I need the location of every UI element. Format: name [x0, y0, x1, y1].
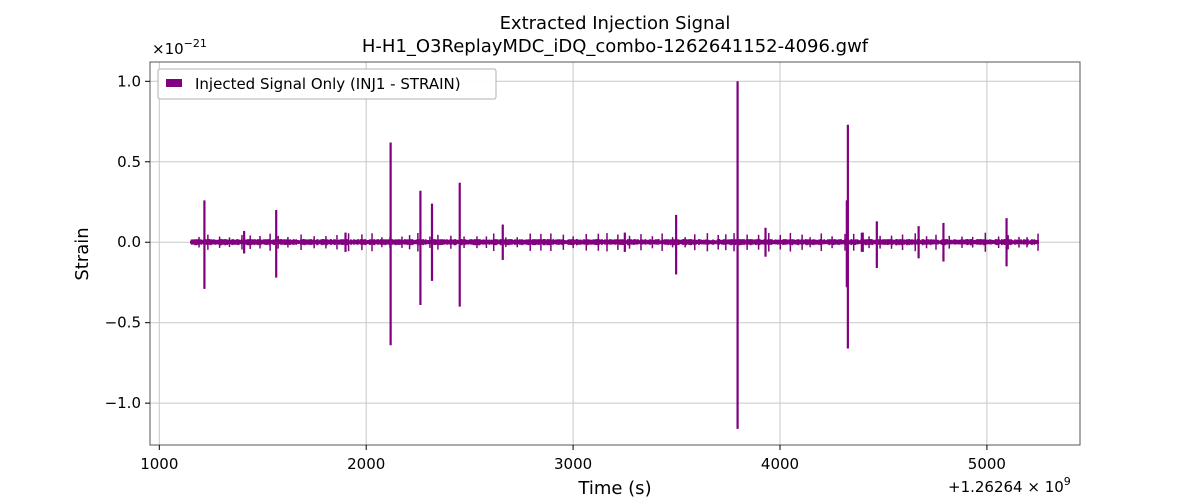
- x-axis-label: Time (s): [577, 478, 651, 499]
- legend-box: [157, 68, 497, 100]
- y-axis-ticks: −1.0 −0.5 0.0 0.5 1.0: [105, 72, 150, 412]
- legend: Injected Signal Only (INJ1 - STRAIN): [157, 68, 497, 100]
- legend-swatch: [166, 79, 182, 87]
- y-tick-label: 1.0: [117, 72, 141, 90]
- y-tick-label: −1.0: [105, 394, 141, 412]
- y-tick-label: −0.5: [105, 314, 141, 332]
- x-tick-label: 4000: [761, 455, 799, 473]
- y-scale-multiplier: ×10−21: [152, 37, 207, 58]
- y-tick-label: 0.0: [117, 233, 141, 251]
- series-injected-signal: [190, 81, 1039, 429]
- y-scale-exponent: −21: [184, 37, 207, 50]
- x-offset-base: +1.26264 × 10: [948, 478, 1064, 496]
- x-tick-label: 5000: [968, 455, 1006, 473]
- y-axis-label: Strain: [72, 227, 93, 280]
- plot-frame: [149, 61, 1081, 446]
- chart-subtitle: H-H1_O3ReplayMDC_iDQ_combo-1262641152-40…: [362, 36, 869, 57]
- legend-label: Injected Signal Only (INJ1 - STRAIN): [195, 75, 461, 93]
- x-tick-label: 3000: [554, 455, 592, 473]
- x-axis-ticks: 1000 2000 3000 4000 5000: [140, 445, 1006, 473]
- x-tick-label: 1000: [140, 455, 178, 473]
- chart-title: Extracted Injection Signal: [500, 13, 731, 34]
- plot-area: [150, 62, 1080, 445]
- grid-lines: [150, 62, 1080, 445]
- x-offset-exponent: 9: [1064, 475, 1071, 488]
- x-tick-label: 2000: [347, 455, 385, 473]
- x-offset-label: +1.26264 × 109: [948, 475, 1071, 496]
- y-scale-base: ×10: [152, 40, 184, 58]
- y-tick-label: 0.5: [117, 153, 141, 171]
